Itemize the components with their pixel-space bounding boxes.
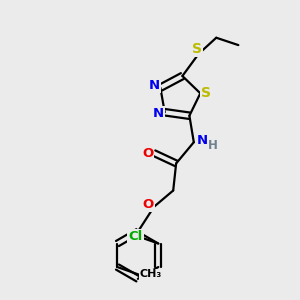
Text: CH₃: CH₃ xyxy=(140,269,162,279)
Text: N: N xyxy=(148,79,160,92)
Text: H: H xyxy=(208,139,218,152)
Text: Cl: Cl xyxy=(128,230,142,243)
Text: N: N xyxy=(196,134,208,147)
Text: S: S xyxy=(192,42,202,56)
Text: S: S xyxy=(201,86,211,100)
Text: O: O xyxy=(142,198,154,211)
Text: N: N xyxy=(153,107,164,120)
Text: O: O xyxy=(142,147,153,160)
